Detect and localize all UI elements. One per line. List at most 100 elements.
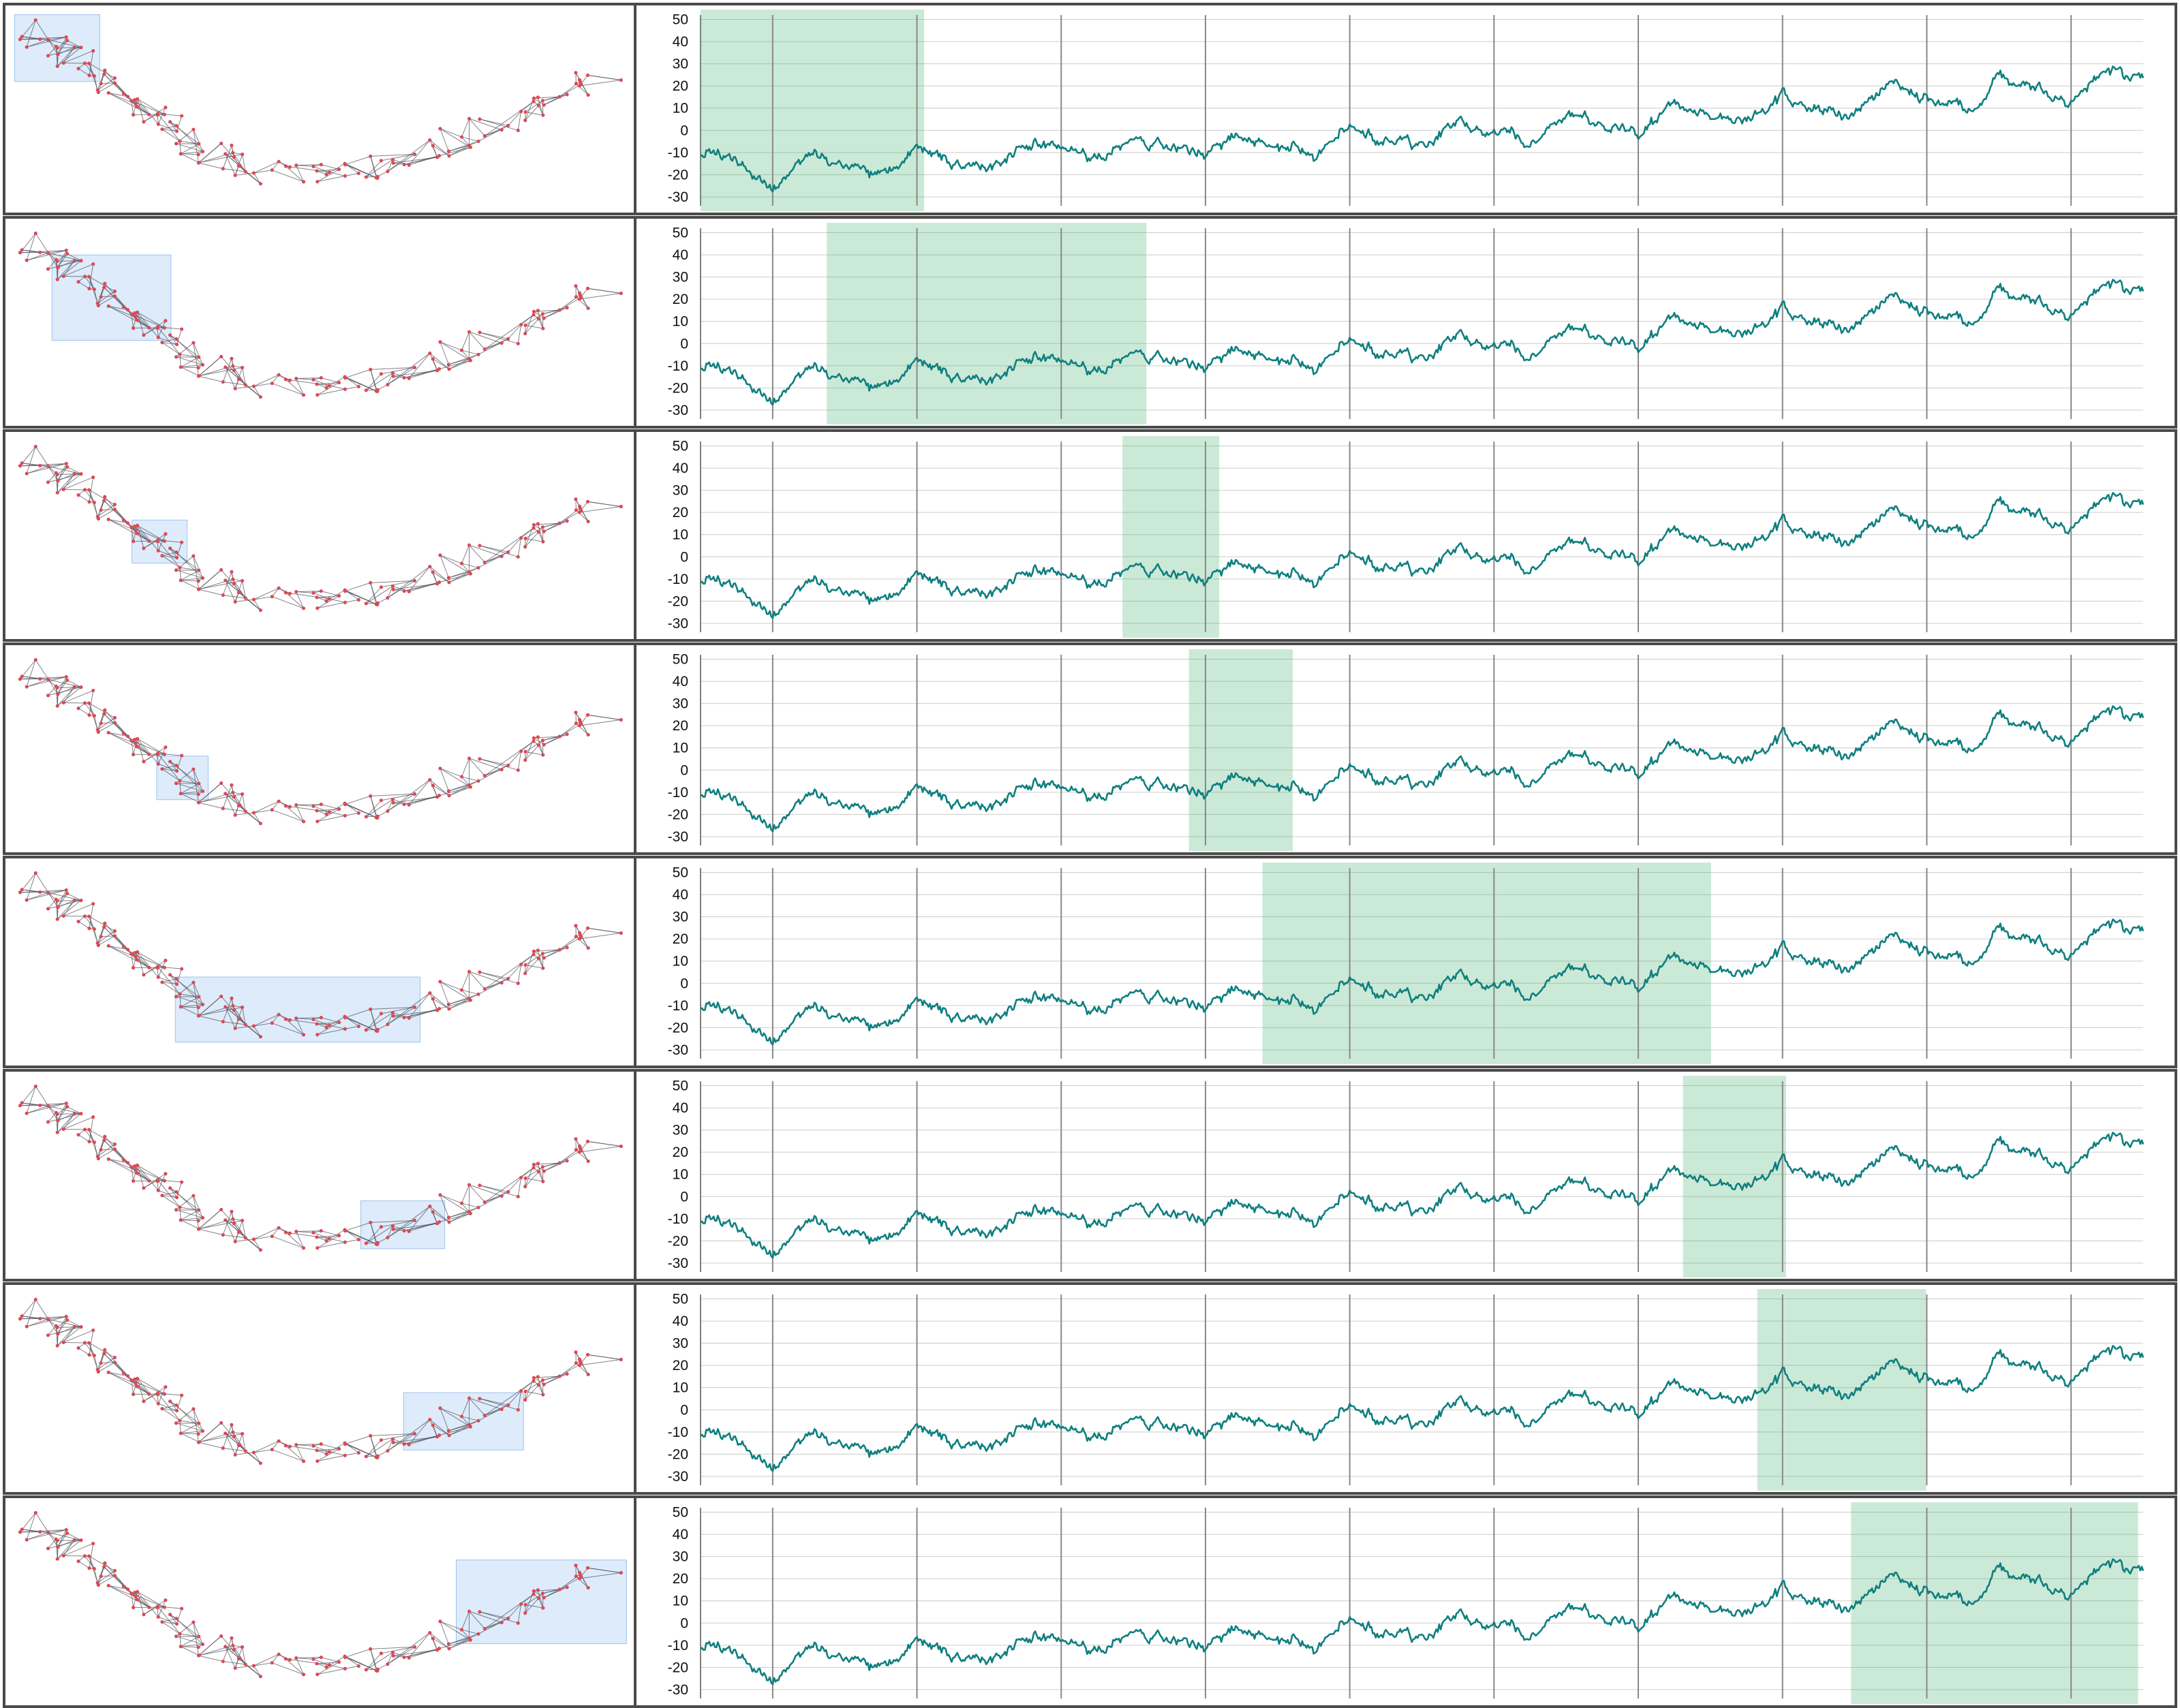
graph-node xyxy=(369,1434,372,1438)
graph-node xyxy=(79,1325,82,1329)
graph-node xyxy=(174,1634,178,1638)
graph-node xyxy=(519,1389,523,1393)
graph-node xyxy=(55,45,58,48)
graph-node xyxy=(252,1237,256,1241)
graph-node xyxy=(343,1656,347,1659)
graph-node xyxy=(87,61,91,65)
graph-node xyxy=(574,284,577,288)
y-tick-label: -30 xyxy=(668,1256,688,1271)
graph-node xyxy=(232,1222,236,1225)
graph-node xyxy=(369,581,372,585)
graph-node xyxy=(99,721,103,725)
graph-node xyxy=(578,297,581,300)
graph-node xyxy=(619,78,623,82)
graph-node xyxy=(62,914,65,918)
graph-edge xyxy=(329,1239,345,1242)
graph-node xyxy=(18,677,22,681)
graph-node xyxy=(83,1341,87,1344)
graph-node xyxy=(369,155,372,158)
graph-node xyxy=(483,1627,487,1630)
graph-node xyxy=(57,1545,60,1549)
graph-node xyxy=(328,384,331,387)
graph-node xyxy=(241,792,244,796)
graph-node xyxy=(558,308,562,311)
graph-node xyxy=(447,154,450,157)
graph-edge xyxy=(198,579,232,589)
graph-highlight-box xyxy=(132,520,187,563)
graph-node xyxy=(157,1615,160,1619)
graph-edge xyxy=(345,377,376,391)
graph-edge xyxy=(345,590,376,604)
graph-node xyxy=(147,753,151,756)
graph-node xyxy=(164,745,167,749)
graph-node xyxy=(113,81,117,84)
y-tick-label: 30 xyxy=(673,483,688,499)
graph-node xyxy=(578,510,581,514)
graph-node xyxy=(517,555,520,559)
graph-node xyxy=(431,1636,435,1640)
graph-node xyxy=(76,707,80,710)
graph-node xyxy=(302,180,305,183)
graph-node xyxy=(438,1193,442,1196)
graph-node xyxy=(46,1120,50,1123)
graph-node xyxy=(232,795,236,798)
graph-node xyxy=(428,991,431,995)
graph-node xyxy=(168,1399,172,1403)
graph-edge xyxy=(449,999,469,1009)
graph-node xyxy=(46,480,50,484)
graph-node xyxy=(438,127,442,130)
graph-edge xyxy=(181,580,198,581)
graph-node xyxy=(175,556,179,559)
graph-node xyxy=(132,113,135,117)
graph-node xyxy=(467,783,471,787)
graph-node xyxy=(478,1183,481,1187)
graph-node xyxy=(230,357,233,360)
graph-node xyxy=(156,1604,159,1608)
graph-node xyxy=(380,372,383,375)
y-tick-label: 30 xyxy=(673,696,688,712)
graph-node xyxy=(311,1444,315,1448)
graph-node xyxy=(97,517,100,521)
graph-node xyxy=(320,1016,323,1019)
graph-edge xyxy=(345,386,358,389)
graph-node xyxy=(578,1150,581,1153)
graph-node xyxy=(558,1587,562,1591)
graph-node xyxy=(408,590,411,593)
graph-node xyxy=(565,93,568,96)
graph-edge xyxy=(27,892,48,900)
graph-node xyxy=(578,1358,581,1361)
graph-edge xyxy=(235,386,254,388)
graph-node xyxy=(532,310,536,313)
graph-node xyxy=(56,278,59,281)
graph-node xyxy=(62,1128,65,1131)
graph-node xyxy=(586,1140,589,1143)
graph-node xyxy=(55,1111,58,1115)
graph-edge xyxy=(461,545,469,563)
graph-node xyxy=(519,749,523,753)
graph-node xyxy=(523,1603,527,1606)
graph-node xyxy=(102,499,106,502)
y-tick-label: 20 xyxy=(673,78,688,94)
graph-node xyxy=(147,326,151,330)
graph-node xyxy=(157,336,160,339)
graph-node xyxy=(391,798,395,801)
graph-node xyxy=(357,385,360,388)
graph-svg xyxy=(5,219,634,426)
graph-node xyxy=(316,1459,319,1463)
graph-node xyxy=(532,523,536,527)
graph-node xyxy=(65,465,69,469)
graph-edge xyxy=(461,777,478,781)
graph-node xyxy=(500,128,504,131)
graph-node xyxy=(435,1222,439,1225)
graph-node xyxy=(380,1225,383,1228)
graph-node xyxy=(221,1660,225,1663)
graph-node xyxy=(38,677,42,681)
y-tick-label: -20 xyxy=(668,380,688,396)
graph-node xyxy=(541,540,544,543)
y-tick-label: -10 xyxy=(668,785,688,801)
graph-edge xyxy=(296,379,313,380)
graph-node xyxy=(311,1018,315,1021)
graph-edge xyxy=(449,359,469,369)
graph-node xyxy=(302,606,305,610)
